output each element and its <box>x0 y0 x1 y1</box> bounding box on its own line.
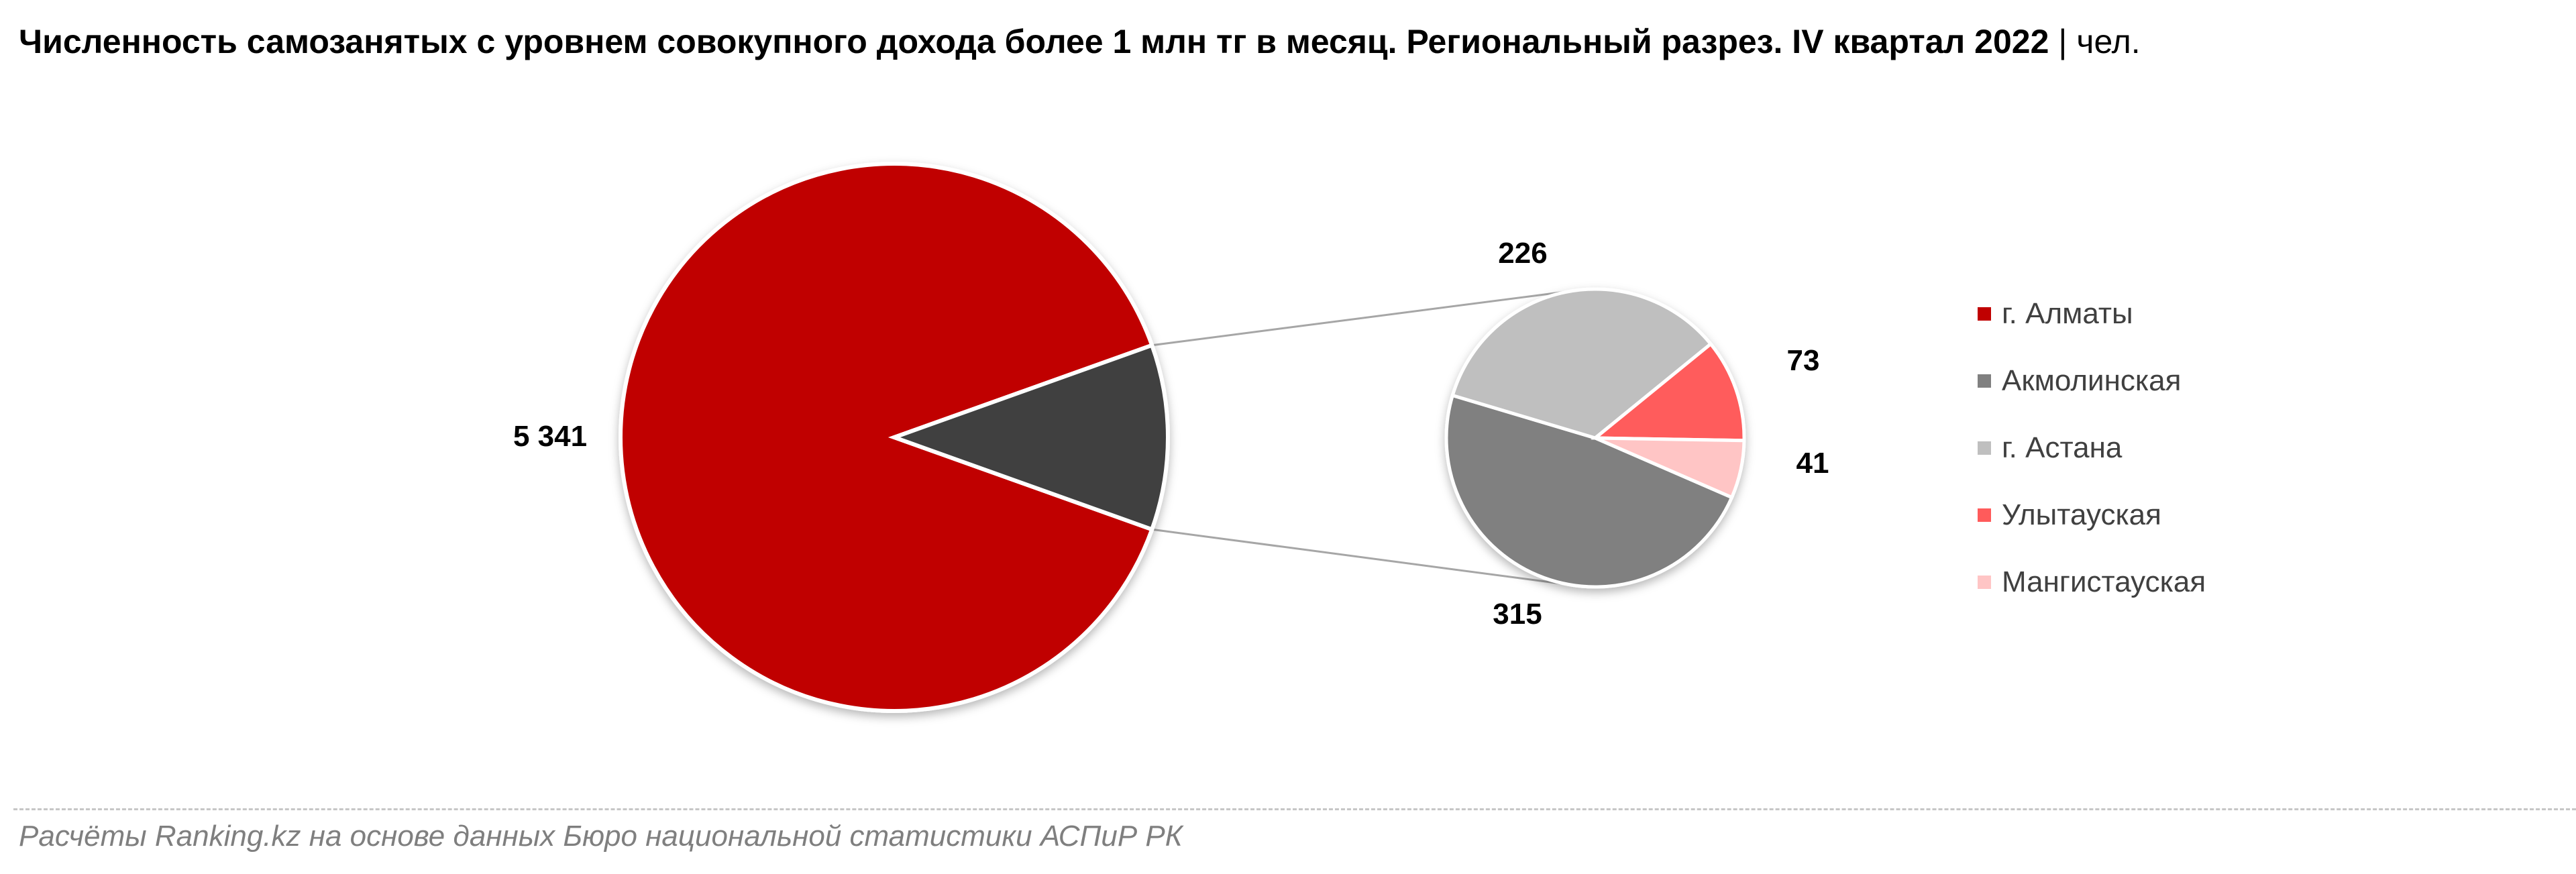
source-note: Расчёты Ranking.kz на основе данных Бюро… <box>19 820 1183 853</box>
footer-divider <box>13 808 2576 810</box>
title-separator: | <box>2058 23 2068 60</box>
slice-улытауская <box>1591 341 1746 443</box>
legend-swatch <box>1978 508 1991 522</box>
chart-title-text: Численность самозанятых с уровнем совоку… <box>19 23 2049 60</box>
legend-label: г. Астана <box>2002 431 2123 464</box>
data-label-акмолинская: 315 <box>1493 598 1542 631</box>
data-label-main: 5 341 <box>513 420 587 453</box>
connector-line-top <box>1152 288 1587 347</box>
legend-item-г-алматы: г. Алматы <box>1978 280 2206 347</box>
title-unit: чел. <box>2076 23 2141 60</box>
slice-г-алматы <box>619 162 1155 713</box>
legend-swatch <box>1978 576 1991 589</box>
connector-line-bottom <box>1152 528 1587 588</box>
legend-swatch <box>1978 441 1991 455</box>
main-pie <box>619 162 1170 713</box>
slice-other <box>888 342 1170 533</box>
legend-swatch <box>1978 374 1991 388</box>
slice-г-астана <box>1450 287 1713 440</box>
legend-label: Мангистауская <box>2002 565 2206 598</box>
data-label-мангистауская: 41 <box>1796 447 1829 480</box>
legend-item-г-астана: г. Астана <box>1978 415 2206 482</box>
legend-item-улытауская: Улытауская <box>1978 482 2206 549</box>
data-labels: 5 341 315 226 73 41 <box>513 237 1829 631</box>
legend-item-акмолинская: Акмолинская <box>1978 347 2206 415</box>
legend-label: Акмолинская <box>2002 364 2182 397</box>
slice-мангистауская <box>1595 436 1746 500</box>
legend-item-мангистауская: Мангистауская <box>1978 549 2206 616</box>
data-label-г-астана: 226 <box>1498 237 1547 270</box>
legend-swatch <box>1978 307 1991 321</box>
slice-акмолинская <box>1444 393 1734 589</box>
connector-lines <box>1152 288 1587 588</box>
data-label-улытауская: 73 <box>1787 344 1820 377</box>
legend-label: Улытауская <box>2002 498 2161 531</box>
legend: г. Алматы Акмолинская г. Астана Улытауская М… <box>1978 280 2206 616</box>
chart-title: Численность самозанятых с уровнем совоку… <box>19 17 2141 66</box>
legend-label: г. Алматы <box>2002 297 2133 330</box>
secondary-pie <box>1444 287 1746 589</box>
